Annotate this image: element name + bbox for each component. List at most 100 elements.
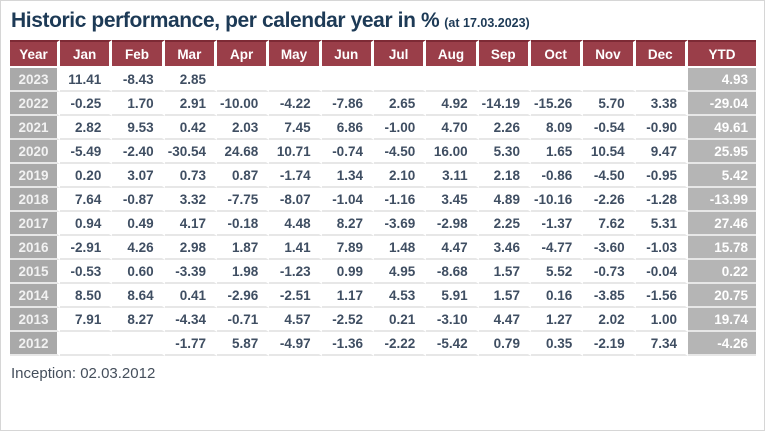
year-cell: 2012 bbox=[10, 332, 60, 356]
year-cell: 2018 bbox=[10, 188, 60, 212]
ytd-cell: -13.99 bbox=[688, 188, 756, 212]
header-cell-mar: Mar bbox=[164, 40, 217, 68]
value-cell: 2.02 bbox=[583, 308, 636, 332]
value-cell: 5.52 bbox=[530, 260, 584, 284]
value-cell: 8.50 bbox=[60, 284, 113, 308]
value-cell: 8.27 bbox=[112, 308, 165, 332]
header-cell-dec: Dec bbox=[635, 40, 688, 68]
value-cell: -1.74 bbox=[269, 164, 322, 188]
value-cell: 3.45 bbox=[426, 188, 479, 212]
value-cell: -4.77 bbox=[530, 236, 584, 260]
value-cell: 1.48 bbox=[373, 236, 427, 260]
table-row-2023: 2023 11.41 -8.43 2.85 4.93 bbox=[10, 68, 756, 92]
value-cell: 4.95 bbox=[373, 260, 427, 284]
value-cell: -0.04 bbox=[635, 260, 688, 284]
value-cell: -0.87 bbox=[112, 188, 165, 212]
header-cell-jan: Jan bbox=[60, 40, 113, 68]
value-cell: -3.10 bbox=[426, 308, 479, 332]
ytd-cell: 27.46 bbox=[688, 212, 756, 236]
inception-note: Inception: 02.03.2012 bbox=[11, 365, 156, 382]
header-cell-oct: Oct bbox=[530, 40, 584, 68]
value-cell: 4.17 bbox=[164, 212, 217, 236]
header-cell-sep: Sep bbox=[478, 40, 531, 68]
value-cell: -0.18 bbox=[216, 212, 270, 236]
value-cell: 6.86 bbox=[321, 116, 374, 140]
year-cell: 2020 bbox=[10, 140, 60, 164]
header-cell-jul: Jul bbox=[373, 40, 427, 68]
value-cell: -0.73 bbox=[583, 260, 636, 284]
value-cell: -4.34 bbox=[164, 308, 217, 332]
value-cell: -3.85 bbox=[583, 284, 636, 308]
value-cell: -2.52 bbox=[321, 308, 374, 332]
table-header-row: Year Jan Feb Mar Apr May Jun Jul Aug Sep Oct Nov Dec… bbox=[10, 40, 756, 68]
value-cell: 0.94 bbox=[60, 212, 113, 236]
value-cell: 0.99 bbox=[321, 260, 374, 284]
table-row-2015: 2015 -0.53 0.60 -3.39 1.98 -1.23 0.99 4.95 -8.68… bbox=[10, 260, 756, 284]
value-cell: 7.34 bbox=[635, 332, 688, 356]
value-cell: 8.09 bbox=[530, 116, 584, 140]
value-cell: 2.82 bbox=[60, 116, 113, 140]
year-cell: 2022 bbox=[10, 92, 60, 116]
value-cell: -3.69 bbox=[373, 212, 427, 236]
header-cell-aug: Aug bbox=[426, 40, 479, 68]
value-cell: 0.60 bbox=[112, 260, 165, 284]
value-cell: -4.50 bbox=[373, 140, 427, 164]
value-cell: 0.35 bbox=[530, 332, 584, 356]
value-cell: 2.25 bbox=[478, 212, 531, 236]
ytd-cell: 15.78 bbox=[688, 236, 756, 260]
value-cell: -1.28 bbox=[635, 188, 688, 212]
value-cell: 1.57 bbox=[478, 284, 531, 308]
value-cell: 16.00 bbox=[426, 140, 479, 164]
value-cell: -1.23 bbox=[269, 260, 322, 284]
year-cell: 2016 bbox=[10, 236, 60, 260]
ytd-cell: 25.95 bbox=[688, 140, 756, 164]
value-cell: -0.90 bbox=[635, 116, 688, 140]
value-cell bbox=[321, 68, 374, 92]
value-cell: -0.74 bbox=[321, 140, 374, 164]
ytd-cell: -4.26 bbox=[688, 332, 756, 356]
value-cell: -0.54 bbox=[583, 116, 636, 140]
value-cell: -5.49 bbox=[60, 140, 113, 164]
value-cell: 5.31 bbox=[635, 212, 688, 236]
value-cell: -8.43 bbox=[112, 68, 165, 92]
value-cell bbox=[269, 68, 322, 92]
value-cell: 0.49 bbox=[112, 212, 165, 236]
value-cell: -30.54 bbox=[164, 140, 217, 164]
table-row-2020: 2020 -5.49 -2.40 -30.54 24.68 10.71 -0.74 -4.50… bbox=[10, 140, 756, 164]
value-cell bbox=[60, 332, 113, 356]
value-cell: 4.26 bbox=[112, 236, 165, 260]
value-cell: 4.47 bbox=[478, 308, 531, 332]
value-cell: 1.34 bbox=[321, 164, 374, 188]
header-cell-ytd: YTD bbox=[688, 40, 756, 68]
value-cell: 1.17 bbox=[321, 284, 374, 308]
ytd-cell: 5.42 bbox=[688, 164, 756, 188]
value-cell: 2.91 bbox=[164, 92, 217, 116]
value-cell bbox=[216, 68, 270, 92]
value-cell: -10.16 bbox=[530, 188, 584, 212]
value-cell: -2.19 bbox=[583, 332, 636, 356]
table-row-2016: 2016 -2.91 4.26 2.98 1.87 1.41 7.89 1.48 4.47 3.4… bbox=[10, 236, 756, 260]
value-cell: -3.39 bbox=[164, 260, 217, 284]
value-cell: 0.73 bbox=[164, 164, 217, 188]
value-cell: 2.98 bbox=[164, 236, 217, 260]
value-cell: 8.64 bbox=[112, 284, 165, 308]
value-cell: 11.41 bbox=[60, 68, 113, 92]
value-cell: -0.53 bbox=[60, 260, 113, 284]
value-cell: -4.22 bbox=[269, 92, 322, 116]
year-cell: 2019 bbox=[10, 164, 60, 188]
value-cell: 1.65 bbox=[530, 140, 584, 164]
value-cell: -2.96 bbox=[216, 284, 270, 308]
ytd-cell: 19.74 bbox=[688, 308, 756, 332]
value-cell: 3.46 bbox=[478, 236, 531, 260]
header-cell-may: May bbox=[269, 40, 322, 68]
header-cell-feb: Feb bbox=[112, 40, 165, 68]
value-cell: 5.70 bbox=[583, 92, 636, 116]
value-cell: -15.26 bbox=[530, 92, 584, 116]
value-cell: -3.60 bbox=[583, 236, 636, 260]
value-cell: 1.00 bbox=[635, 308, 688, 332]
ytd-cell: 49.61 bbox=[688, 116, 756, 140]
value-cell: 0.21 bbox=[373, 308, 427, 332]
value-cell: 0.79 bbox=[478, 332, 531, 356]
value-cell: -7.75 bbox=[216, 188, 270, 212]
